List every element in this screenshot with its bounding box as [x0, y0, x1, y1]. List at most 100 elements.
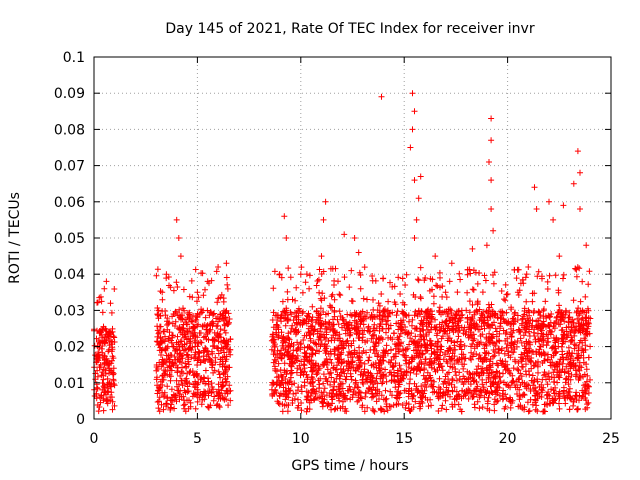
data-point: [317, 295, 324, 302]
data-point: [180, 321, 187, 328]
data-point: [162, 372, 168, 379]
data-point: [192, 405, 199, 412]
data-point: [494, 397, 501, 404]
data-point: [406, 318, 412, 325]
data-point: [423, 314, 430, 320]
data-point: [453, 388, 460, 395]
data-point: [567, 365, 574, 372]
data-point: [94, 327, 100, 334]
data-point: [328, 360, 335, 366]
data-point: [500, 370, 506, 377]
data-point: [306, 285, 313, 292]
data-point: [182, 333, 189, 340]
data-point: [531, 184, 538, 191]
data-point: [449, 376, 456, 382]
data-point: [545, 312, 552, 319]
data-point: [513, 275, 520, 282]
data-point: [474, 298, 481, 305]
data-point: [156, 384, 163, 391]
data-point: [444, 330, 451, 337]
data-point: [224, 285, 231, 292]
data-point: [384, 317, 391, 324]
data-point: [94, 343, 101, 349]
y-tick-label: 0.09: [54, 86, 85, 102]
data-point: [415, 195, 422, 202]
data-point: [177, 253, 184, 260]
data-point: [490, 331, 496, 338]
data-point: [348, 365, 355, 371]
data-point: [194, 398, 201, 405]
data-point: [497, 378, 504, 385]
data-point: [515, 326, 522, 333]
data-point: [163, 271, 170, 278]
data-point: [166, 319, 172, 326]
data-point: [572, 367, 579, 374]
data-point: [276, 271, 283, 278]
data-point: [210, 336, 217, 343]
data-point: [408, 391, 415, 398]
data-point: [278, 347, 285, 354]
data-point: [156, 359, 163, 366]
data-point: [221, 353, 228, 360]
data-point: [570, 297, 577, 304]
grid: [94, 57, 611, 419]
data-point: [275, 400, 282, 407]
data-point: [452, 366, 459, 372]
data-point: [180, 393, 187, 400]
data-point: [389, 392, 395, 399]
data-point: [155, 307, 162, 314]
data-point: [341, 370, 348, 377]
data-point: [297, 372, 304, 379]
data-point: [97, 394, 103, 401]
data-point: [486, 313, 493, 320]
data-point: [447, 393, 453, 400]
data-point: [375, 340, 382, 346]
data-point: [155, 315, 162, 322]
data-point: [464, 271, 471, 278]
data-point: [184, 383, 191, 390]
data-point: [444, 311, 451, 318]
data-point: [499, 390, 506, 397]
data-point: [174, 333, 181, 340]
data-point: [569, 336, 576, 343]
data-point: [503, 309, 510, 316]
data-point: [364, 309, 371, 316]
data-point: [194, 343, 201, 350]
data-point: [574, 148, 581, 155]
data-point: [516, 375, 523, 381]
data-point: [340, 345, 347, 352]
data-point: [405, 329, 412, 336]
data-point: [434, 343, 441, 350]
data-point: [448, 310, 455, 316]
data-point: [427, 396, 434, 403]
data-point: [190, 325, 196, 332]
data-point: [369, 273, 376, 279]
data-point: [361, 368, 368, 375]
data-point: [577, 298, 584, 305]
data-point: [451, 396, 458, 403]
data-point: [442, 373, 449, 380]
data-point: [443, 384, 450, 391]
data-point: [309, 346, 316, 353]
data-point: [544, 286, 551, 292]
data-point: [561, 318, 568, 325]
data-point: [411, 235, 418, 241]
data-point: [508, 339, 515, 346]
data-point: [490, 227, 497, 234]
data-point: [504, 291, 511, 297]
data-point: [176, 356, 183, 362]
data-point: [481, 272, 488, 279]
data-point: [283, 235, 290, 241]
data-point: [468, 343, 474, 350]
data-point: [303, 271, 310, 278]
data-point: [189, 344, 196, 351]
data-point: [199, 270, 206, 277]
data-point: [401, 352, 408, 359]
data-point: [108, 309, 115, 316]
data-point: [191, 355, 198, 362]
data-point: [434, 393, 441, 400]
data-point: [215, 338, 222, 345]
data-point: [333, 391, 340, 398]
data-point: [162, 346, 169, 353]
